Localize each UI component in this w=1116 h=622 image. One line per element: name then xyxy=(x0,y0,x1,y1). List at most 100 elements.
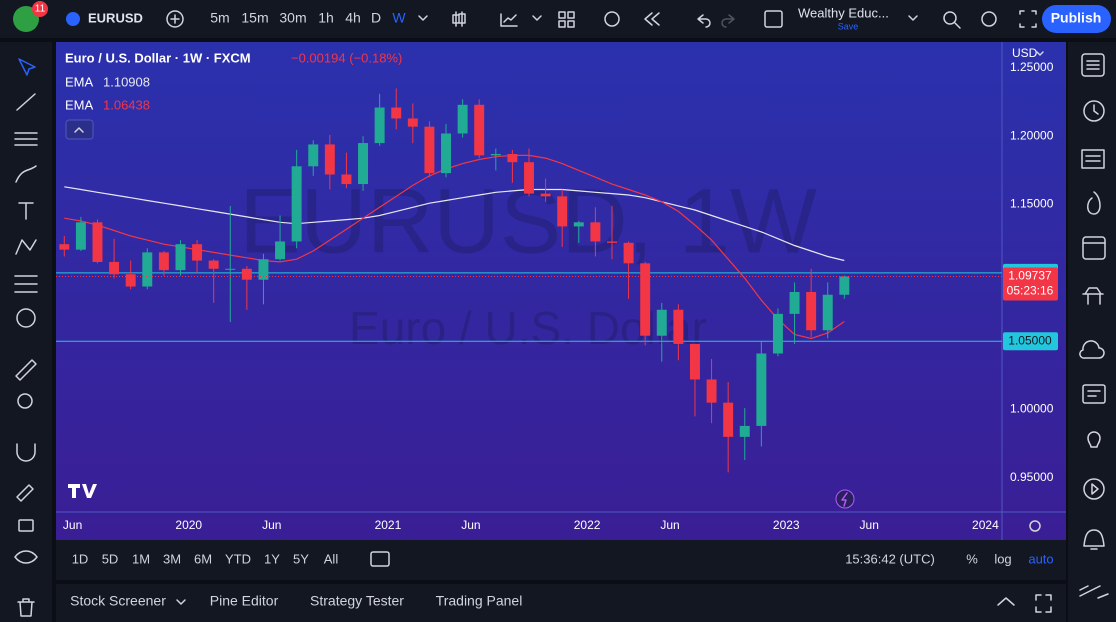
symbol[interactable]: EURUSD xyxy=(88,10,143,25)
interval[interactable]: 1h xyxy=(318,10,334,26)
indicators-menu[interactable] xyxy=(532,15,542,21)
candle-body xyxy=(706,379,717,403)
chart-title: Euro / U.S. Dollar · 1W · FXCM xyxy=(65,50,251,65)
replay-button[interactable] xyxy=(644,12,660,26)
legend-value: 1.10908 xyxy=(103,74,150,89)
widget-bar[interactable] xyxy=(1079,53,1109,599)
maximize-panel[interactable] xyxy=(1035,594,1052,613)
x-tick-label: Jun xyxy=(461,518,480,532)
y-tick-label: 1.25000 xyxy=(1010,60,1054,74)
alert-button[interactable] xyxy=(604,11,620,27)
y-tick-label: 0.95000 xyxy=(1010,470,1054,484)
indicators-button[interactable] xyxy=(500,13,518,27)
candle-body xyxy=(275,241,286,260)
scale-option[interactable]: auto xyxy=(1028,551,1053,566)
select-box[interactable] xyxy=(764,10,783,28)
interval[interactable]: D xyxy=(371,10,381,26)
panel-tab[interactable]: Strategy Tester xyxy=(310,593,404,609)
interval[interactable]: 15m xyxy=(241,10,268,26)
y-tick-label: 1.00000 xyxy=(1010,402,1054,416)
layout-name[interactable]: Wealthy Educ... xyxy=(798,5,889,20)
price-label-box xyxy=(1003,332,1058,351)
x-tick-label: 2023 xyxy=(773,518,800,532)
candle-body xyxy=(142,252,153,287)
redo-button xyxy=(721,14,735,28)
y-tick-label: 1.20000 xyxy=(1010,128,1054,142)
range-button[interactable]: 3M xyxy=(163,551,181,566)
clock: 15:36:42 (UTC) xyxy=(845,551,935,566)
candle-body xyxy=(822,294,833,331)
range-button[interactable]: 5D xyxy=(102,551,119,566)
candle-body xyxy=(258,259,269,280)
candle-body xyxy=(192,244,203,261)
x-tick-label: 2022 xyxy=(574,518,601,532)
candle-body xyxy=(573,222,584,227)
scale-option[interactable]: log xyxy=(994,551,1011,566)
chart-type-button[interactable] xyxy=(452,11,466,27)
candle-body xyxy=(839,276,850,295)
candle-body xyxy=(756,353,767,426)
currency-menu[interactable] xyxy=(1036,51,1044,56)
range-button[interactable]: 1M xyxy=(132,551,150,566)
ema-line xyxy=(64,186,845,262)
candle-body xyxy=(125,274,136,287)
minimize-panel[interactable] xyxy=(997,597,1015,606)
candle-body xyxy=(109,261,120,275)
layouts-button[interactable] xyxy=(558,11,575,28)
range-button[interactable]: 6M xyxy=(194,551,212,566)
candle-body xyxy=(656,309,667,336)
y-tick-label: 1.15000 xyxy=(1010,197,1054,211)
interval[interactable]: W xyxy=(392,10,406,26)
collapse-icon xyxy=(74,127,84,133)
legend-value: 1.06438 xyxy=(103,97,150,112)
tab-menu[interactable] xyxy=(176,599,186,605)
publish-button[interactable] xyxy=(1042,5,1111,33)
x-tick-label: 2024 xyxy=(972,518,999,532)
save-label[interactable]: Save xyxy=(838,21,859,31)
time-axis-settings[interactable] xyxy=(1029,520,1041,532)
logo[interactable] xyxy=(13,6,39,32)
left-toolbar xyxy=(0,42,52,622)
candle-body xyxy=(474,104,485,156)
candle-body xyxy=(806,292,817,331)
legend-name: EMA xyxy=(65,97,94,112)
right-toolbar xyxy=(1068,42,1116,622)
publish-label: Publish xyxy=(1051,10,1102,26)
layout-menu[interactable] xyxy=(908,15,918,21)
last-price-label: 1.09737 xyxy=(1008,269,1052,283)
undo-button[interactable] xyxy=(697,14,711,28)
x-tick-label: 2021 xyxy=(375,518,402,532)
interval[interactable]: 5m xyxy=(210,10,229,26)
panel-tab[interactable]: Pine Editor xyxy=(210,593,279,609)
events-button[interactable] xyxy=(835,489,855,509)
interval[interactable]: 30m xyxy=(279,10,306,26)
compare-button[interactable] xyxy=(166,10,184,28)
range-button[interactable]: 5Y xyxy=(293,551,309,566)
range-button[interactable]: YTD xyxy=(225,551,251,566)
candle-body xyxy=(557,196,568,227)
tv-logo xyxy=(68,484,97,498)
range-button[interactable]: 1Y xyxy=(264,551,280,566)
settings-button[interactable] xyxy=(981,11,997,27)
interval-menu[interactable] xyxy=(418,15,428,21)
x-tick-label: 2020 xyxy=(175,518,202,532)
candle-body xyxy=(607,241,617,243)
range-button[interactable]: 1D xyxy=(72,551,89,566)
fullscreen-button[interactable] xyxy=(1019,10,1037,28)
events-icon xyxy=(841,492,848,507)
plus-icon xyxy=(170,14,180,24)
search-button[interactable] xyxy=(943,11,957,25)
date-range-button[interactable] xyxy=(370,551,390,567)
candle-body xyxy=(59,244,70,250)
currency[interactable]: USD xyxy=(1012,46,1038,60)
panel-tab[interactable]: Stock Screener xyxy=(70,593,166,609)
panel-tab[interactable]: Trading Panel xyxy=(436,593,523,609)
range-button[interactable]: All xyxy=(324,551,339,566)
bar-countdown: 05:23:16 xyxy=(1007,284,1054,298)
scale-option[interactable]: % xyxy=(966,551,978,566)
x-tick-label: Jun xyxy=(860,518,879,532)
drawing-tools[interactable] xyxy=(14,58,38,617)
candle-body xyxy=(772,313,783,354)
interval[interactable]: 4h xyxy=(345,10,361,26)
